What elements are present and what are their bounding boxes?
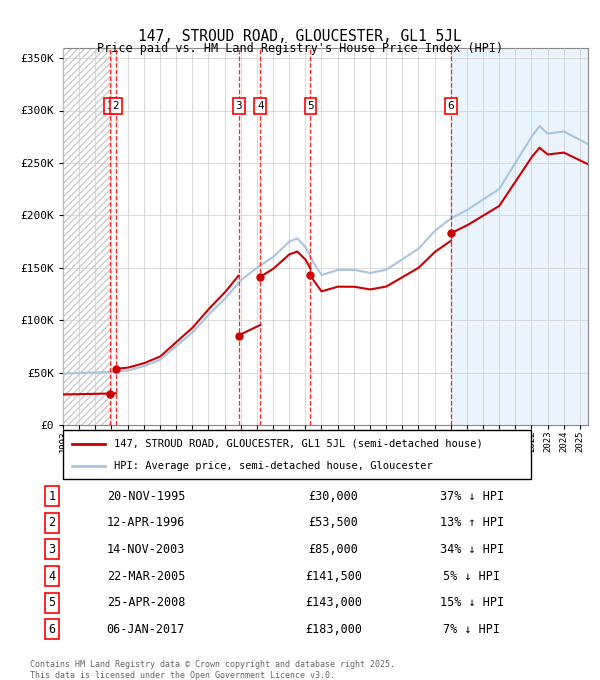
Text: 22-MAR-2005: 22-MAR-2005: [107, 570, 185, 583]
Text: 1: 1: [106, 101, 113, 111]
Text: 6: 6: [448, 101, 454, 111]
Text: Price paid vs. HM Land Registry's House Price Index (HPI): Price paid vs. HM Land Registry's House …: [97, 42, 503, 55]
Text: This data is licensed under the Open Government Licence v3.0.: This data is licensed under the Open Gov…: [30, 671, 335, 680]
Text: 34% ↓ HPI: 34% ↓ HPI: [440, 543, 503, 556]
Text: 5: 5: [307, 101, 314, 111]
Text: 5: 5: [49, 596, 56, 609]
Text: £141,500: £141,500: [305, 570, 362, 583]
Text: 3: 3: [49, 543, 56, 556]
Bar: [451, 48, 588, 425]
Text: £30,000: £30,000: [308, 490, 359, 503]
Text: 12-APR-1996: 12-APR-1996: [107, 516, 185, 529]
Text: Contains HM Land Registry data © Crown copyright and database right 2025.: Contains HM Land Registry data © Crown c…: [30, 660, 395, 668]
Text: 13% ↑ HPI: 13% ↑ HPI: [440, 516, 503, 529]
Text: 7% ↓ HPI: 7% ↓ HPI: [443, 623, 500, 636]
Text: 147, STROUD ROAD, GLOUCESTER, GL1 5JL: 147, STROUD ROAD, GLOUCESTER, GL1 5JL: [138, 29, 462, 44]
Text: 1: 1: [49, 490, 56, 503]
Text: 20-NOV-1995: 20-NOV-1995: [107, 490, 185, 503]
Text: 06-JAN-2017: 06-JAN-2017: [107, 623, 185, 636]
Text: £85,000: £85,000: [308, 543, 359, 556]
FancyBboxPatch shape: [63, 430, 531, 479]
Text: 14-NOV-2003: 14-NOV-2003: [107, 543, 185, 556]
Text: 15% ↓ HPI: 15% ↓ HPI: [440, 596, 503, 609]
Text: 4: 4: [257, 101, 264, 111]
Bar: [63, 48, 110, 425]
Text: 2: 2: [49, 516, 56, 529]
Text: £183,000: £183,000: [305, 623, 362, 636]
Text: 25-APR-2008: 25-APR-2008: [107, 596, 185, 609]
Text: £143,000: £143,000: [305, 596, 362, 609]
Text: 6: 6: [49, 623, 56, 636]
Text: 147, STROUD ROAD, GLOUCESTER, GL1 5JL (semi-detached house): 147, STROUD ROAD, GLOUCESTER, GL1 5JL (s…: [115, 439, 483, 449]
Text: 4: 4: [49, 570, 56, 583]
Text: 3: 3: [235, 101, 242, 111]
Text: £53,500: £53,500: [308, 516, 359, 529]
Text: 2: 2: [113, 101, 119, 111]
Text: HPI: Average price, semi-detached house, Gloucester: HPI: Average price, semi-detached house,…: [115, 461, 433, 471]
Text: 37% ↓ HPI: 37% ↓ HPI: [440, 490, 503, 503]
Text: 5% ↓ HPI: 5% ↓ HPI: [443, 570, 500, 583]
